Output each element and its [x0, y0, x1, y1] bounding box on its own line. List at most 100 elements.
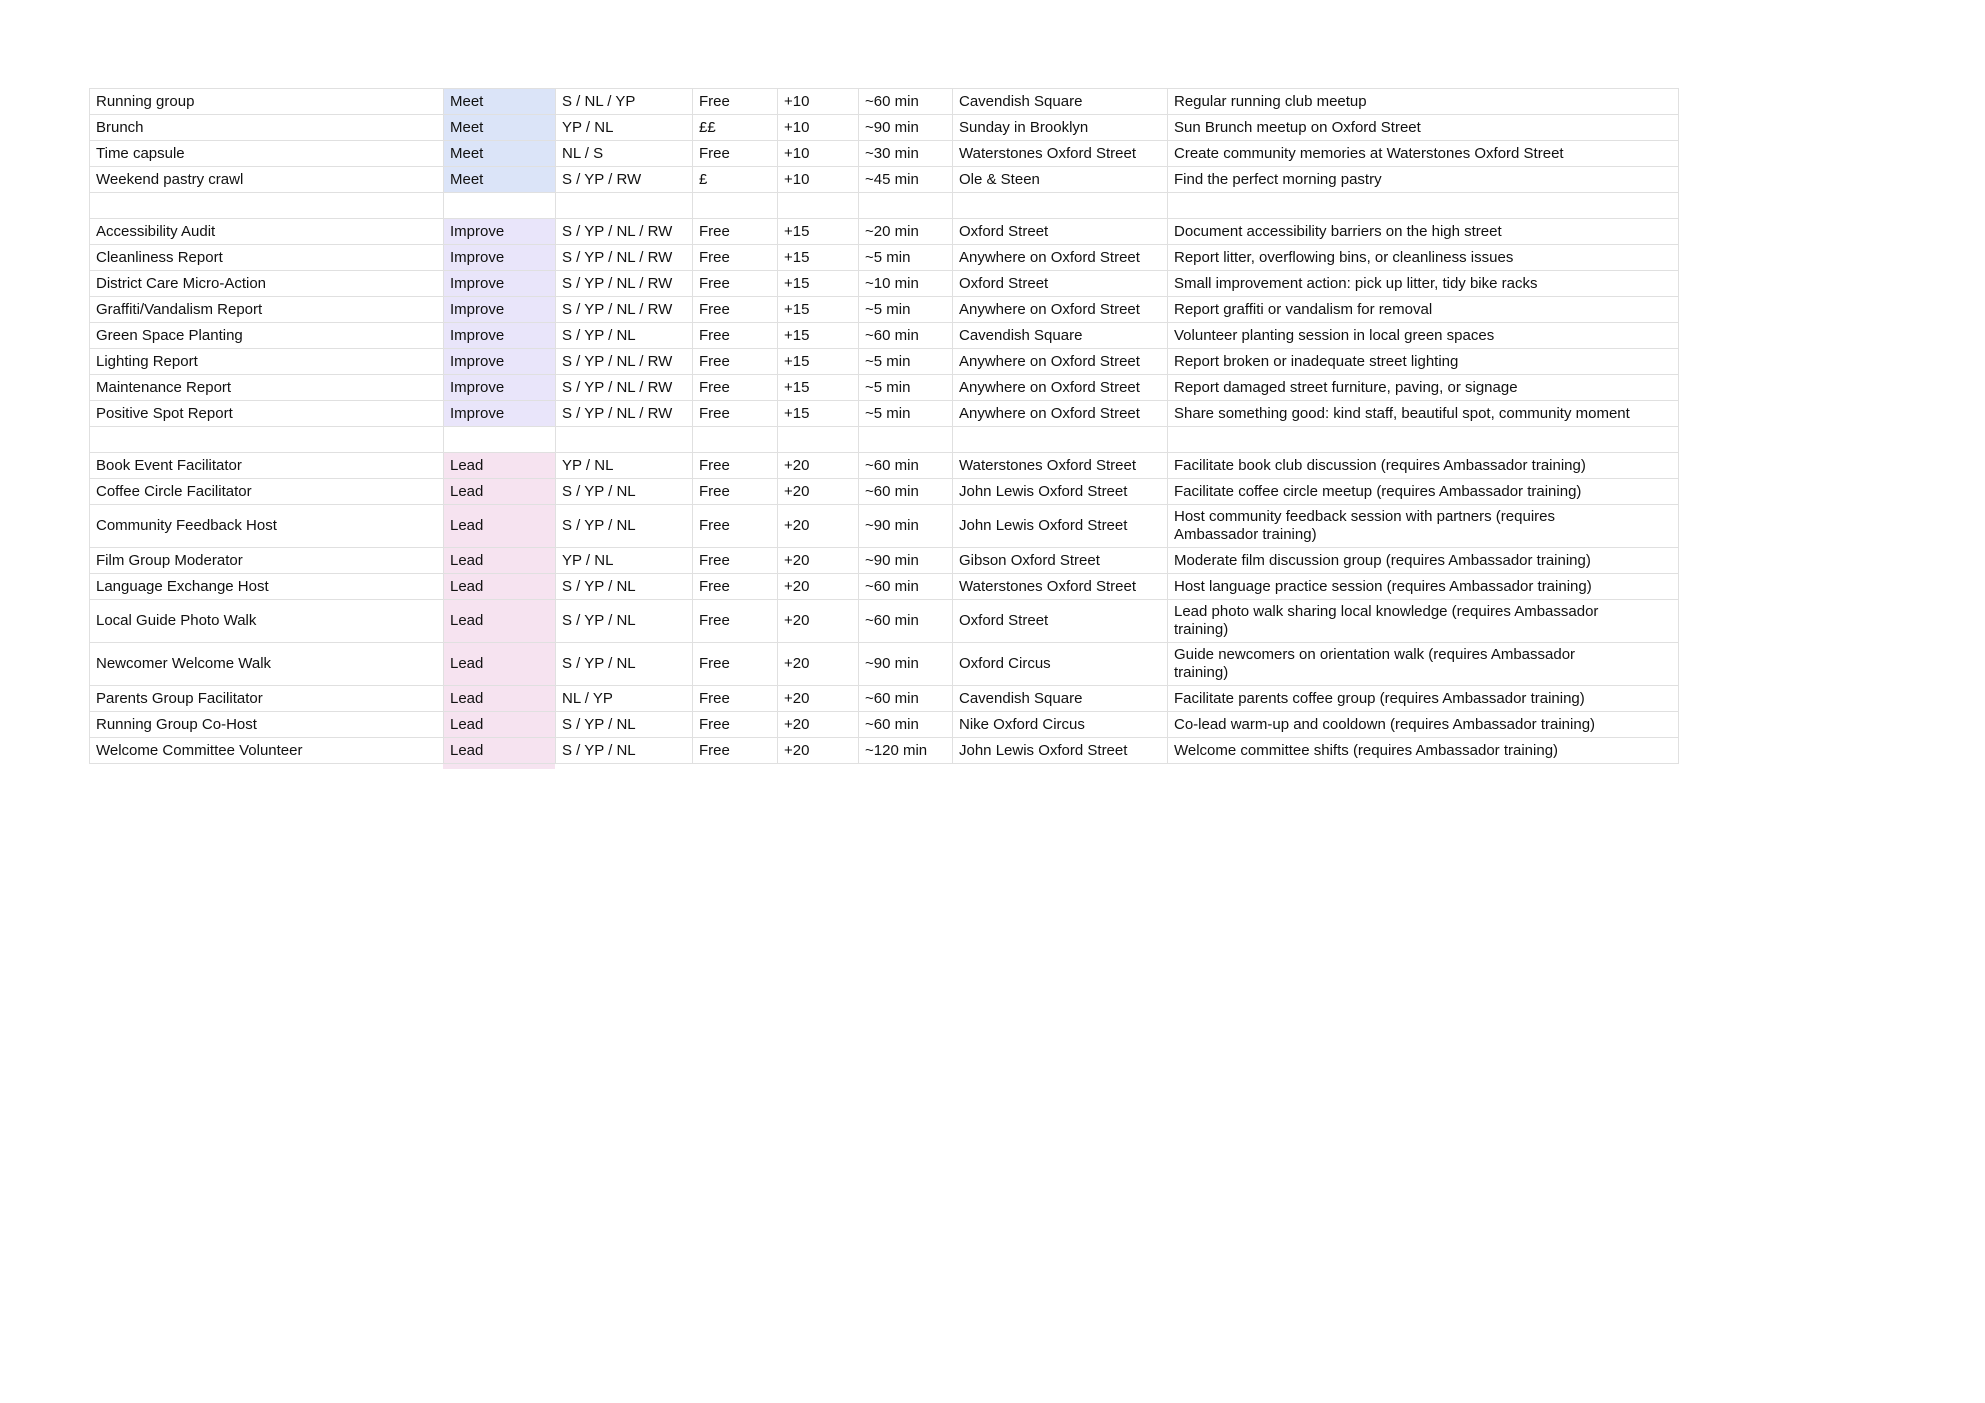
- cell-name[interactable]: Running group: [89, 88, 444, 115]
- cell-description[interactable]: Host language practice session (requires…: [1167, 573, 1679, 600]
- cell-description[interactable]: Volunteer planting session in local gree…: [1167, 322, 1679, 349]
- cell-cost[interactable]: Free: [692, 218, 778, 245]
- cell-category[interactable]: Lead: [443, 711, 556, 738]
- cell-audience[interactable]: S / NL / YP: [555, 88, 693, 115]
- cell-category[interactable]: Meet: [443, 140, 556, 167]
- cell-duration[interactable]: ~90 min: [858, 642, 953, 686]
- cell-audience[interactable]: S / YP / NL: [555, 711, 693, 738]
- cell-category[interactable]: Improve: [443, 322, 556, 349]
- cell-description[interactable]: Lead photo walk sharing local knowledge …: [1167, 599, 1679, 643]
- cell-location[interactable]: Cavendish Square: [952, 88, 1168, 115]
- cell-cost[interactable]: Free: [692, 322, 778, 349]
- cell-points[interactable]: +15: [777, 244, 859, 271]
- cell-cost[interactable]: £: [692, 166, 778, 193]
- cell-cost[interactable]: Free: [692, 547, 778, 574]
- cell-cost[interactable]: Free: [692, 504, 778, 548]
- cell-category[interactable]: Meet: [443, 114, 556, 141]
- cell-duration[interactable]: ~5 min: [858, 244, 953, 271]
- empty-cell[interactable]: [89, 192, 444, 219]
- cell-location[interactable]: Waterstones Oxford Street: [952, 573, 1168, 600]
- cell-audience[interactable]: S / YP / RW: [555, 166, 693, 193]
- cell-duration[interactable]: ~20 min: [858, 218, 953, 245]
- empty-cell[interactable]: [858, 192, 953, 219]
- cell-cost[interactable]: Free: [692, 348, 778, 375]
- cell-name[interactable]: Language Exchange Host: [89, 573, 444, 600]
- cell-audience[interactable]: S / YP / NL / RW: [555, 374, 693, 401]
- cell-category[interactable]: Improve: [443, 270, 556, 297]
- cell-points[interactable]: +15: [777, 374, 859, 401]
- cell-cost[interactable]: Free: [692, 270, 778, 297]
- cell-name[interactable]: Parents Group Facilitator: [89, 685, 444, 712]
- cell-location[interactable]: Nike Oxford Circus: [952, 711, 1168, 738]
- cell-location[interactable]: Oxford Street: [952, 599, 1168, 643]
- cell-duration[interactable]: ~60 min: [858, 599, 953, 643]
- cell-category[interactable]: Lead: [443, 547, 556, 574]
- cell-audience[interactable]: YP / NL: [555, 547, 693, 574]
- cell-name[interactable]: Welcome Committee Volunteer: [89, 737, 444, 764]
- empty-cell[interactable]: [777, 192, 859, 219]
- cell-location[interactable]: Waterstones Oxford Street: [952, 140, 1168, 167]
- cell-duration[interactable]: ~60 min: [858, 88, 953, 115]
- cell-duration[interactable]: ~10 min: [858, 270, 953, 297]
- cell-location[interactable]: John Lewis Oxford Street: [952, 737, 1168, 764]
- cell-name[interactable]: Lighting Report: [89, 348, 444, 375]
- cell-duration[interactable]: ~60 min: [858, 452, 953, 479]
- cell-description[interactable]: Report broken or inadequate street light…: [1167, 348, 1679, 375]
- cell-audience[interactable]: S / YP / NL: [555, 573, 693, 600]
- cell-name[interactable]: Book Event Facilitator: [89, 452, 444, 479]
- cell-description[interactable]: Host community feedback session with par…: [1167, 504, 1679, 548]
- empty-cell[interactable]: [89, 426, 444, 453]
- cell-points[interactable]: +15: [777, 218, 859, 245]
- cell-points[interactable]: +20: [777, 547, 859, 574]
- cell-category[interactable]: Lead: [443, 599, 556, 643]
- cell-category[interactable]: Improve: [443, 374, 556, 401]
- cell-location[interactable]: Oxford Circus: [952, 642, 1168, 686]
- cell-location[interactable]: Anywhere on Oxford Street: [952, 296, 1168, 323]
- cell-name[interactable]: Weekend pastry crawl: [89, 166, 444, 193]
- cell-cost[interactable]: Free: [692, 452, 778, 479]
- cell-description[interactable]: Welcome committee shifts (requires Ambas…: [1167, 737, 1679, 764]
- cell-category[interactable]: Improve: [443, 348, 556, 375]
- cell-audience[interactable]: S / YP / NL: [555, 737, 693, 764]
- cell-category[interactable]: Lead: [443, 685, 556, 712]
- cell-cost[interactable]: Free: [692, 642, 778, 686]
- cell-audience[interactable]: S / YP / NL / RW: [555, 244, 693, 271]
- cell-duration[interactable]: ~60 min: [858, 322, 953, 349]
- cell-duration[interactable]: ~5 min: [858, 348, 953, 375]
- empty-cell[interactable]: [555, 192, 693, 219]
- cell-description[interactable]: Report damaged street furniture, paving,…: [1167, 374, 1679, 401]
- cell-location[interactable]: Anywhere on Oxford Street: [952, 244, 1168, 271]
- cell-points[interactable]: +20: [777, 478, 859, 505]
- cell-name[interactable]: Graffiti/Vandalism Report: [89, 296, 444, 323]
- cell-audience[interactable]: S / YP / NL / RW: [555, 400, 693, 427]
- cell-description[interactable]: Report litter, overflowing bins, or clea…: [1167, 244, 1679, 271]
- cell-category[interactable]: Lead: [443, 737, 556, 764]
- cell-audience[interactable]: S / YP / NL / RW: [555, 218, 693, 245]
- cell-points[interactable]: +15: [777, 400, 859, 427]
- cell-description[interactable]: Find the perfect morning pastry: [1167, 166, 1679, 193]
- cell-category[interactable]: Meet: [443, 166, 556, 193]
- cell-location[interactable]: Anywhere on Oxford Street: [952, 374, 1168, 401]
- cell-name[interactable]: Film Group Moderator: [89, 547, 444, 574]
- cell-name[interactable]: Newcomer Welcome Walk: [89, 642, 444, 686]
- cell-description[interactable]: Facilitate book club discussion (require…: [1167, 452, 1679, 479]
- cell-location[interactable]: John Lewis Oxford Street: [952, 478, 1168, 505]
- cell-location[interactable]: Oxford Street: [952, 270, 1168, 297]
- cell-cost[interactable]: Free: [692, 400, 778, 427]
- cell-audience[interactable]: YP / NL: [555, 452, 693, 479]
- cell-cost[interactable]: Free: [692, 711, 778, 738]
- cell-cost[interactable]: Free: [692, 599, 778, 643]
- cell-name[interactable]: Coffee Circle Facilitator: [89, 478, 444, 505]
- cell-name[interactable]: Accessibility Audit: [89, 218, 444, 245]
- cell-name[interactable]: District Care Micro-Action: [89, 270, 444, 297]
- cell-points[interactable]: +20: [777, 504, 859, 548]
- cell-audience[interactable]: S / YP / NL: [555, 478, 693, 505]
- cell-points[interactable]: +20: [777, 452, 859, 479]
- cell-category[interactable]: Meet: [443, 88, 556, 115]
- cell-points[interactable]: +10: [777, 88, 859, 115]
- cell-duration[interactable]: ~60 min: [858, 685, 953, 712]
- cell-description[interactable]: Share something good: kind staff, beauti…: [1167, 400, 1679, 427]
- cell-audience[interactable]: S / YP / NL / RW: [555, 296, 693, 323]
- cell-duration[interactable]: ~5 min: [858, 374, 953, 401]
- cell-points[interactable]: +20: [777, 737, 859, 764]
